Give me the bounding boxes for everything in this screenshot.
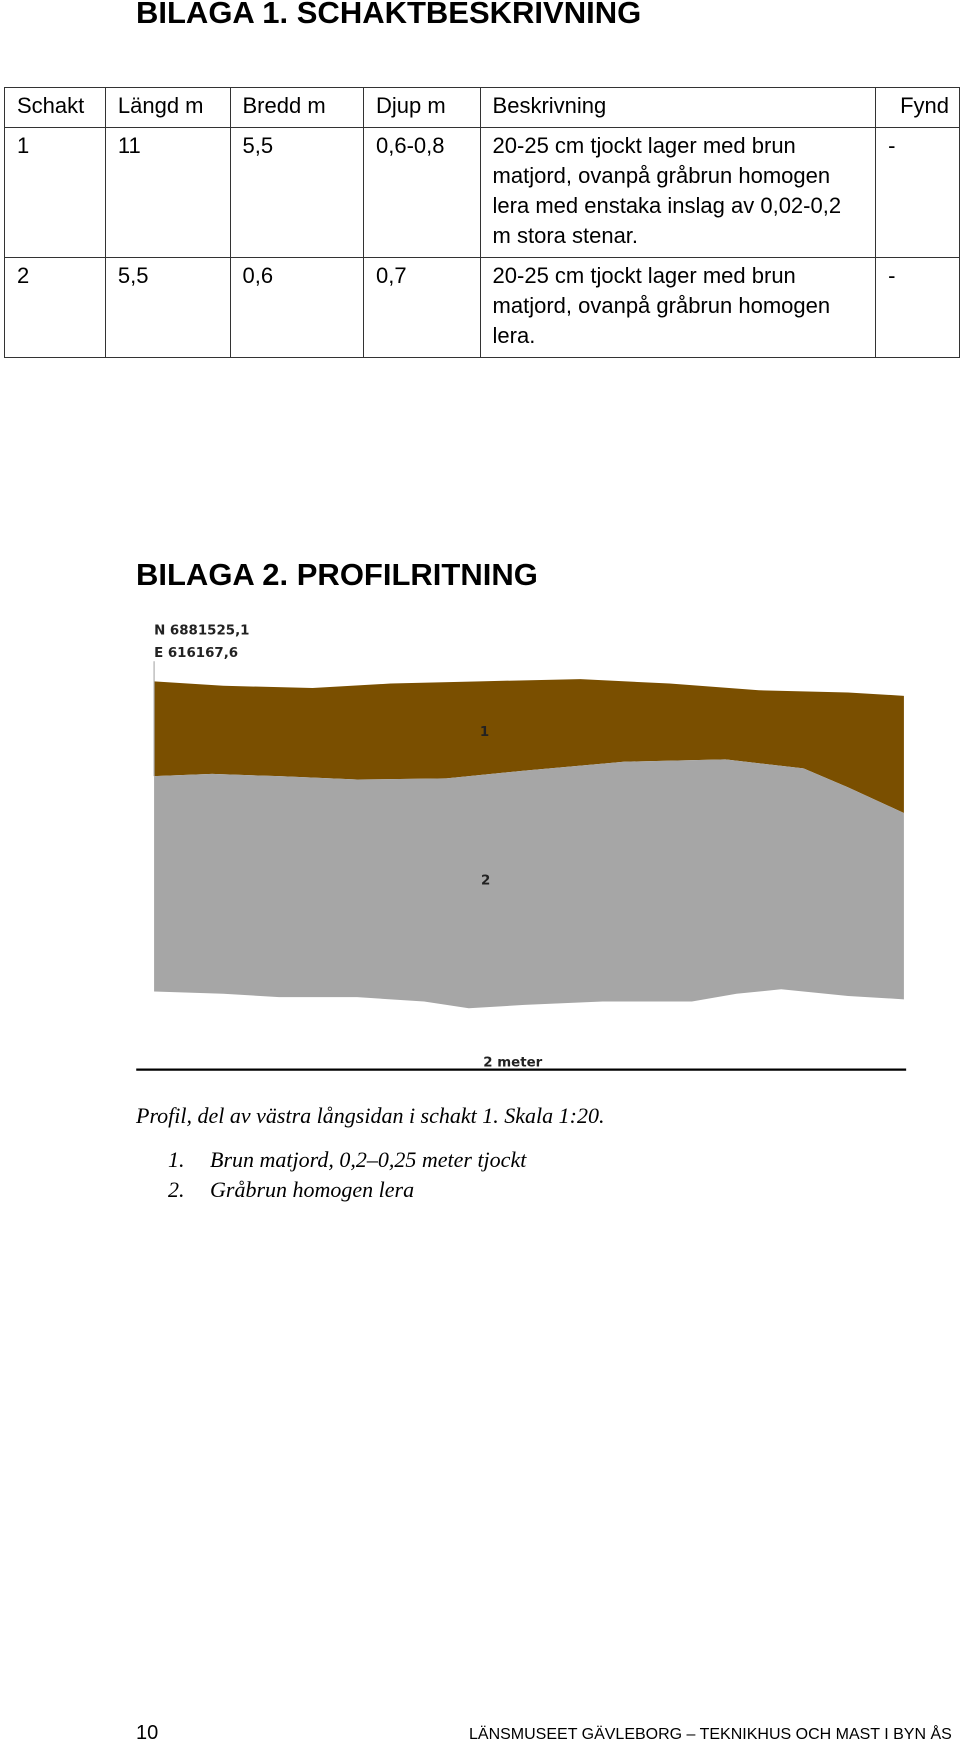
north-coordinate: N 6881525,1 <box>154 623 249 638</box>
list-number: 2. <box>168 1177 185 1202</box>
table-cell: 5,5 <box>104 257 231 358</box>
table-row: 1 11 5,5 0,6-0,8 20-25 cm tjockt lager med b… <box>4 127 960 258</box>
list-number: 1. <box>168 1147 185 1172</box>
table-cell: 20-25 cm tjockt lager med brun matjord, … <box>479 127 877 258</box>
table-cell: 0,7 <box>363 257 481 358</box>
list-text: Brun matjord, 0,2–0,25 meter tjockt <box>210 1147 527 1172</box>
topsoil-layer <box>154 679 904 813</box>
table: Schakt Längd m Bredd m Djup m Beskrivning Fyn… <box>4 87 960 358</box>
caption: Profil, del av västra långsidan i schakt… <box>136 1103 605 1128</box>
table-cell: Bredd m <box>229 87 364 128</box>
list-text: Gråbrun homogen lera <box>210 1177 415 1202</box>
east-coordinate: E 616167,6 <box>154 646 238 661</box>
table-cell: 5,5 <box>229 127 364 258</box>
layer-label: 1 <box>480 725 489 740</box>
table-cell: - <box>875 127 960 258</box>
layer-label: 2 <box>481 873 490 888</box>
footer-text: LÄNSMUSEET GÄVLEBORG – TEKNIKHUS OCH MAS… <box>469 1726 952 1743</box>
table-cell: Djup m <box>363 87 481 128</box>
clay-layer <box>154 759 904 1009</box>
table-cell: - <box>875 257 960 358</box>
table-cell: 0,6 <box>229 257 364 358</box>
table-cell: Fynd <box>875 87 960 128</box>
table-cell: 2 <box>4 257 106 358</box>
table-cell: 0,6-0,8 <box>363 127 481 258</box>
page-number: 10 <box>136 1722 159 1744</box>
header-row: Schakt Längd m Bredd m Djup m Beskrivning Fyn… <box>4 87 960 128</box>
table-cell: Längd m <box>104 87 231 128</box>
section-title: BILAGA 1. SCHAKTBESKRIVNING <box>136 0 642 30</box>
table-cell: 20-25 cm tjockt lager med brun matjord, … <box>479 257 877 358</box>
profile-drawing: N 6881525,1 E 616167,6 1 2 2 meter <box>136 623 907 1071</box>
scale-label: 2 meter <box>483 1055 542 1070</box>
table-cell: 1 <box>4 127 106 258</box>
section-title: BILAGA 2. PROFILRITNING <box>136 557 538 592</box>
table-row: 2 5,5 0,6 0,7 20-25 cm tjockt lager med brun… <box>4 257 960 358</box>
table-cell: Schakt <box>4 87 106 128</box>
table-cell: Beskrivning <box>479 87 877 128</box>
table-cell: 11 <box>104 127 231 258</box>
